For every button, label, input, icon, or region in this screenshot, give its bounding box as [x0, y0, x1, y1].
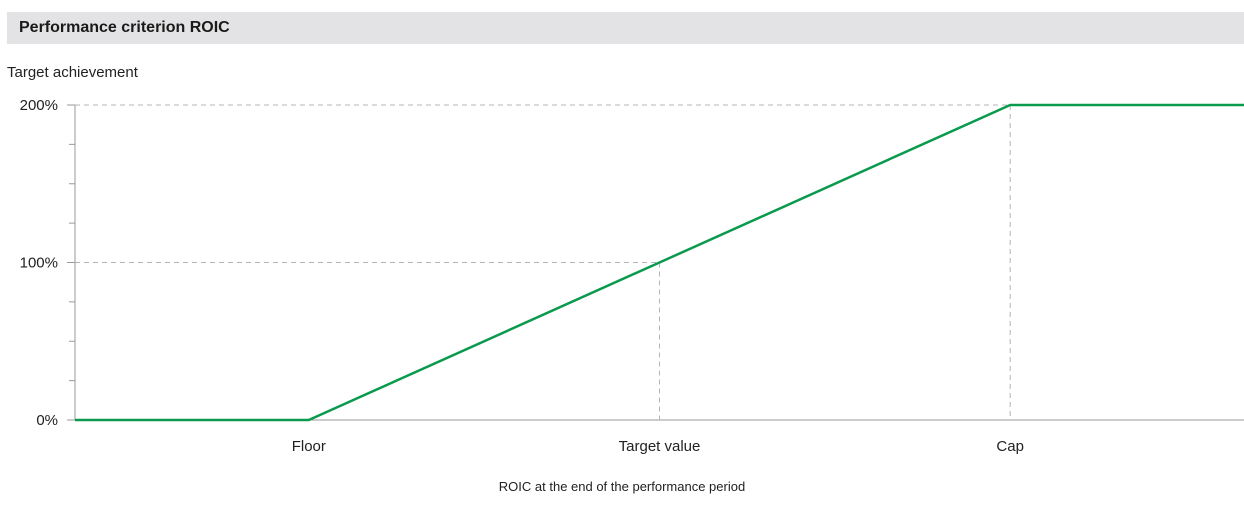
y-axis-label: Target achievement — [7, 64, 138, 81]
y-tick-label: 200% — [20, 97, 58, 114]
y-tick-label: 0% — [36, 412, 58, 429]
chart-title: Performance criterion ROIC — [19, 19, 230, 36]
x-category-label: Cap — [996, 438, 1024, 455]
x-axis-label: ROIC at the end of the performance perio… — [498, 479, 746, 494]
series-line — [75, 103, 1244, 422]
x-category-label: Target value — [619, 438, 701, 455]
chart-title-bar: Performance criterion ROIC — [7, 12, 1244, 44]
y-tick-label: 100% — [20, 255, 58, 272]
x-category-label: Floor — [292, 438, 326, 455]
